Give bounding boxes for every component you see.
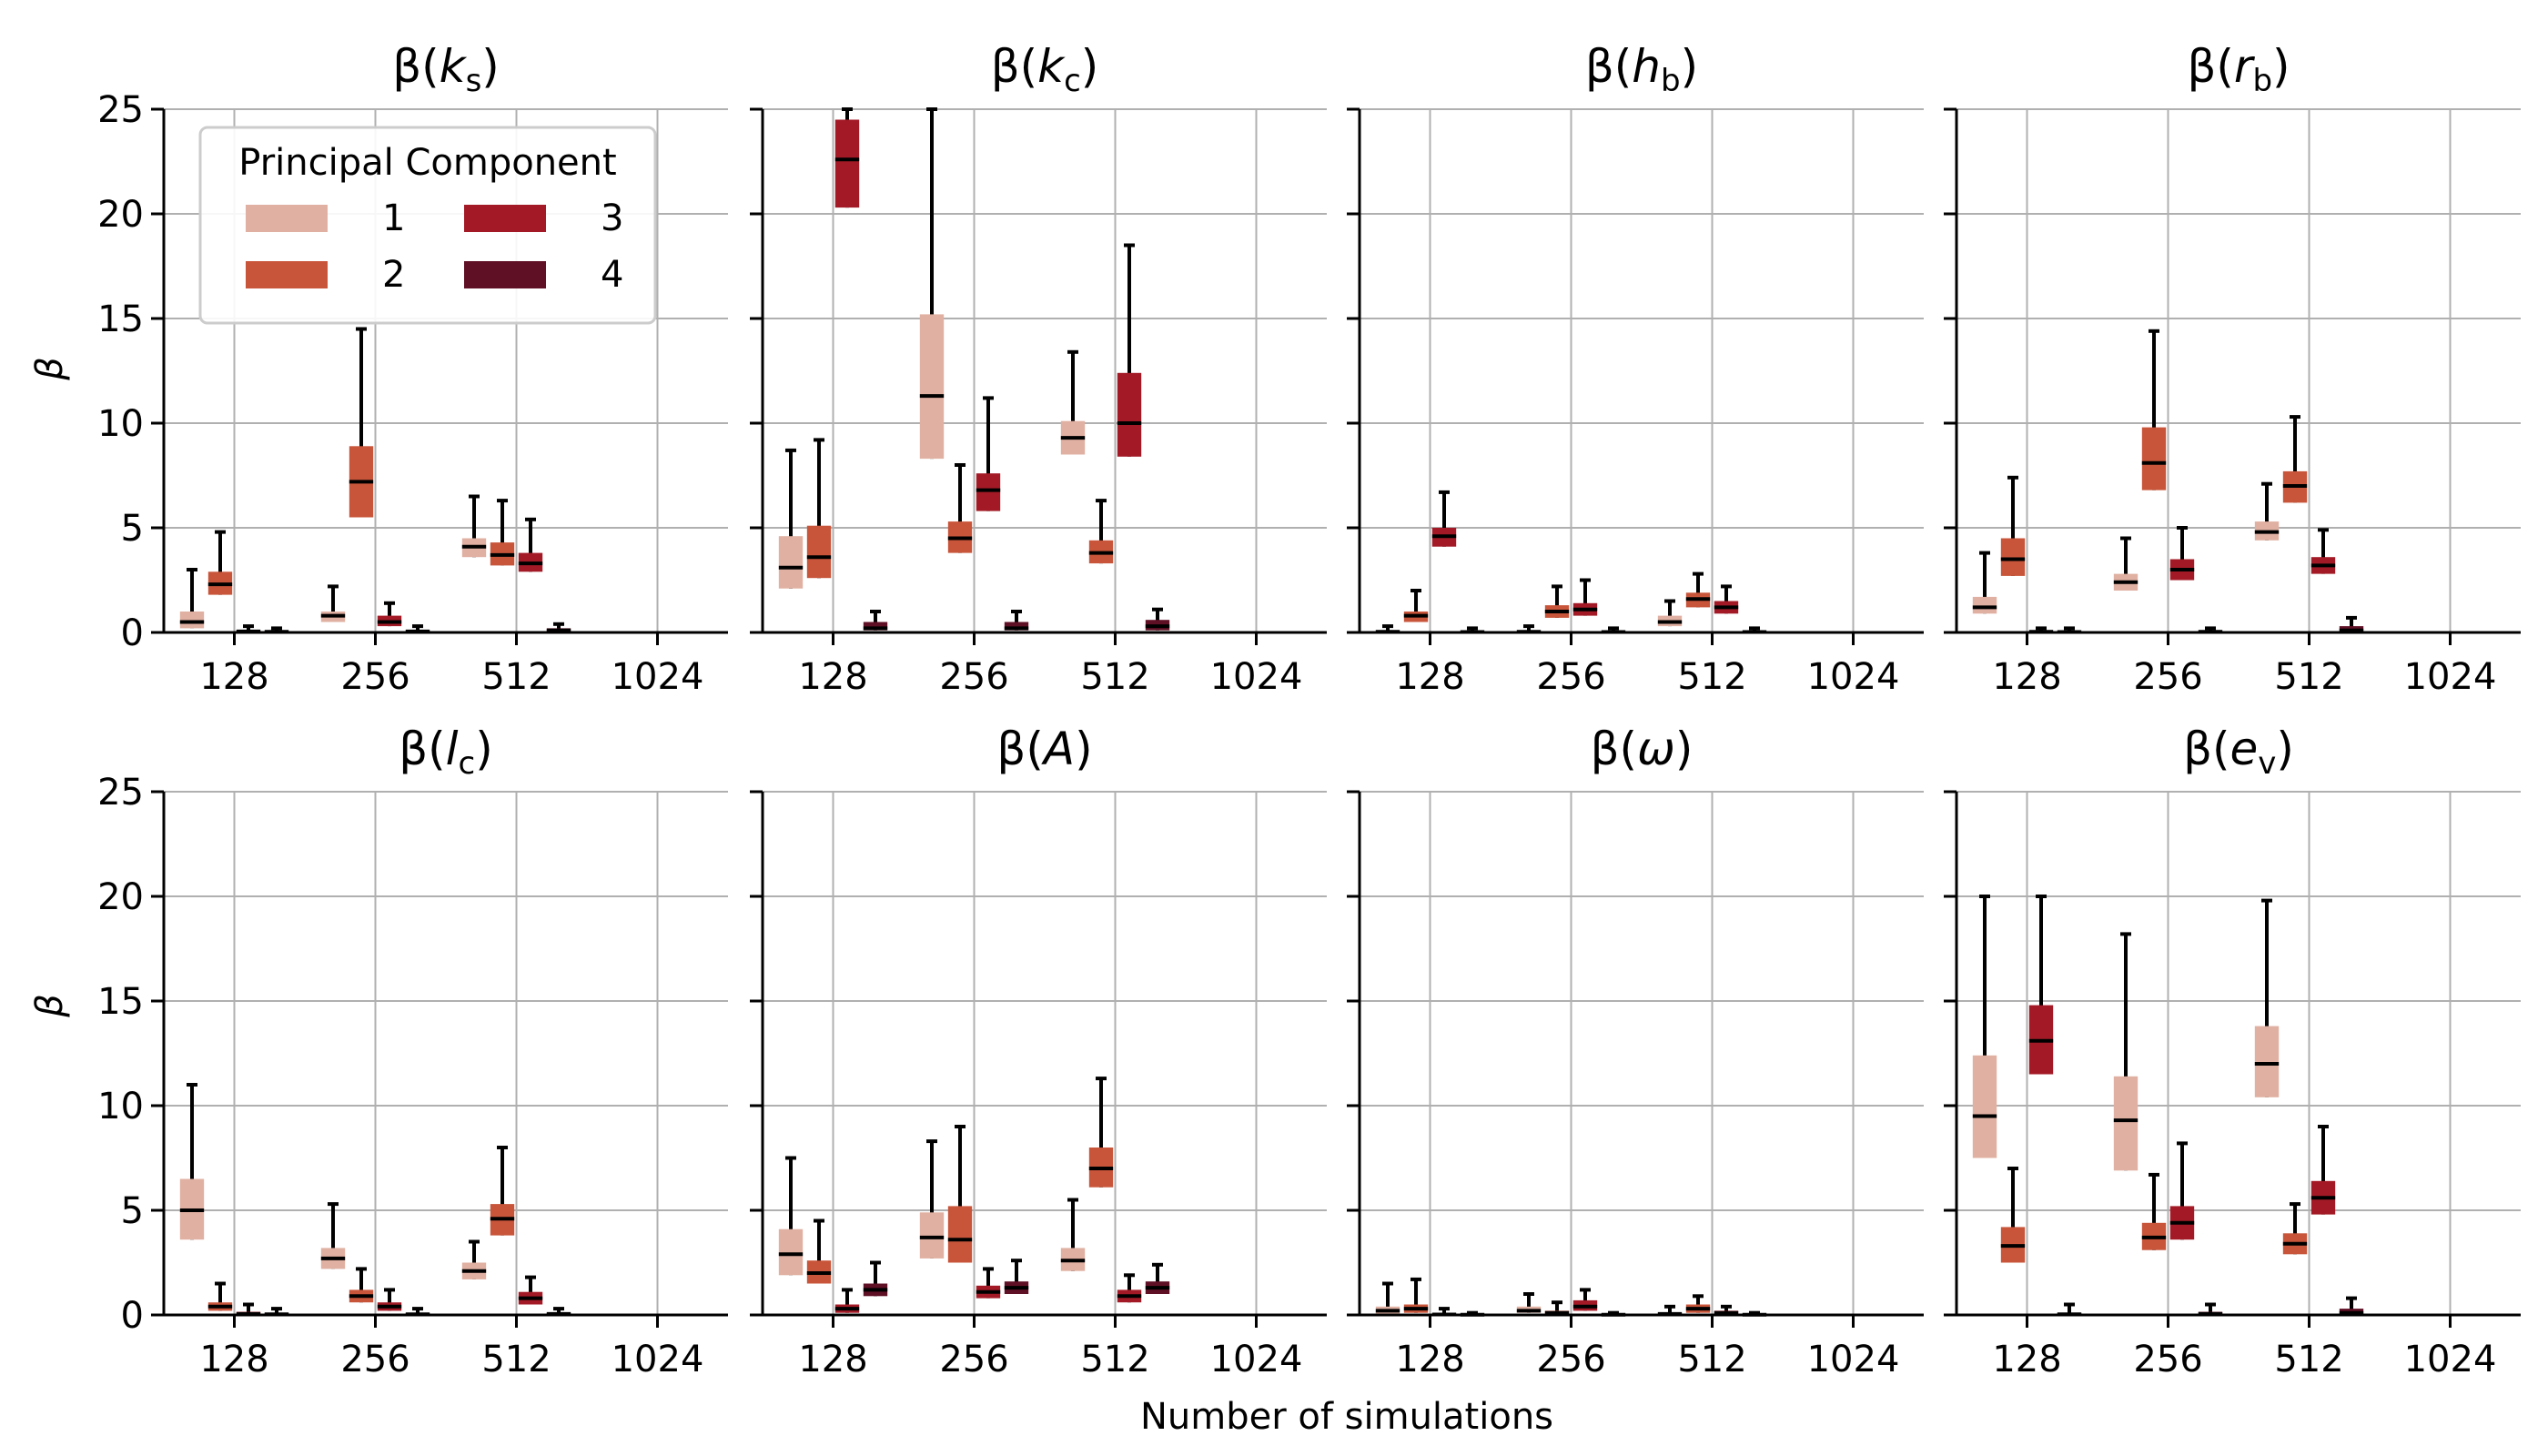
x-tick-label: 512 — [481, 656, 551, 698]
box-pc1 — [1972, 596, 1997, 614]
box-pc1 — [179, 612, 205, 629]
x-tick-label: 512 — [2274, 1339, 2343, 1380]
panel-title: β(lc) — [399, 723, 493, 782]
x-tick-label: 1024 — [2404, 656, 2497, 698]
y-tick-label: 20 — [97, 194, 144, 236]
x-tick-label: 128 — [199, 656, 268, 698]
x-tick-label: 1024 — [1807, 1339, 1900, 1380]
x-tick-label: 512 — [1080, 1339, 1149, 1380]
y-tick-label: 25 — [97, 772, 144, 814]
x-tick-label: 1024 — [612, 1339, 704, 1380]
x-tick-label: 256 — [939, 656, 1008, 698]
panel-3: 128 256 512 1024 β(hb) — [1347, 40, 1924, 698]
x-tick-label: 512 — [481, 1339, 551, 1380]
x-tick-label: 256 — [340, 656, 410, 698]
x-tick-label: 128 — [798, 1339, 867, 1380]
panel-1: 0 5 10 15 20 25 128 256 512 1024 β(ks) — [97, 40, 728, 698]
x-tick-label: 128 — [1395, 656, 1464, 698]
y-tick-label: 5 — [121, 508, 144, 550]
legend-swatch-3 — [464, 205, 546, 232]
panel-title: β(kc) — [991, 40, 1099, 99]
legend-title: Principal Component — [238, 142, 616, 184]
box-pc1 — [2113, 1076, 2138, 1171]
x-tick-label: 128 — [798, 656, 867, 698]
x-tick-label: 256 — [1536, 1339, 1605, 1380]
legend: Principal Component 1 2 3 4 — [198, 126, 657, 325]
x-tick-label: 256 — [1536, 656, 1605, 698]
legend-swatch-1 — [246, 205, 328, 232]
box-pc1 — [919, 314, 945, 460]
box-pc1 — [778, 1228, 804, 1276]
y-tick-label: 15 — [97, 298, 144, 340]
panel-title: β(A) — [996, 723, 1092, 775]
panel-8: 128 256 512 1024 β(ev) — [1944, 723, 2521, 1380]
x-tick-label: 256 — [939, 1339, 1008, 1380]
x-tick-label: 128 — [1992, 1339, 2061, 1380]
x-tick-label: 1024 — [1807, 656, 1900, 698]
y-tick-label: 20 — [97, 876, 144, 918]
legend-swatch-4 — [464, 261, 546, 288]
box-pc2 — [947, 1206, 973, 1263]
box-pc1 — [778, 536, 804, 589]
box-pc3 — [976, 473, 1001, 511]
x-tick-label: 1024 — [1210, 656, 1303, 698]
x-tick-label: 256 — [340, 1339, 410, 1380]
panel-2: 128 256 512 1024 β(kc) — [750, 40, 1327, 698]
y-tick-label: 25 — [97, 89, 144, 131]
legend-label-1: 1 — [382, 197, 405, 239]
y-tick-label: 15 — [97, 981, 144, 1023]
x-tick-label: 128 — [1395, 1339, 1464, 1380]
panel-7: 128 256 512 1024 β(ω) — [1347, 723, 1924, 1380]
x-axis-label: Number of simulations — [1140, 1396, 1553, 1438]
y-tick-label: 10 — [97, 403, 144, 445]
panel-6: 128 256 512 1024 β(A) — [750, 723, 1327, 1380]
box-pc2 — [806, 525, 832, 579]
panel-title: β(rb) — [2187, 40, 2290, 99]
box-pc1 — [2254, 1026, 2280, 1097]
panel-title: β(ω) — [1591, 723, 1694, 775]
y-tick-label: 5 — [121, 1190, 144, 1232]
panel-title: β(ks) — [392, 40, 500, 99]
x-tick-label: 128 — [199, 1339, 268, 1380]
y-axis-label-bottom: β — [29, 994, 71, 1018]
box-pc3 — [834, 119, 860, 208]
box-pc4 — [863, 622, 888, 631]
x-tick-label: 1024 — [2404, 1339, 2497, 1380]
legend-label-3: 3 — [601, 197, 623, 239]
box-pc1 — [919, 1212, 945, 1259]
box-pc1 — [1972, 1055, 1997, 1158]
x-tick-label: 1024 — [1210, 1339, 1303, 1380]
y-tick-label: 0 — [121, 612, 144, 654]
panel-5: 0 5 10 15 20 25 128 256 512 1024 β(lc) — [97, 723, 728, 1380]
x-tick-label: 128 — [1992, 656, 2061, 698]
y-tick-label: 10 — [97, 1086, 144, 1127]
x-tick-label: 256 — [2133, 1339, 2202, 1380]
box-pc2 — [2000, 538, 2026, 576]
x-tick-label: 512 — [2274, 656, 2343, 698]
x-tick-label: 1024 — [612, 656, 704, 698]
legend-label-4: 4 — [601, 254, 623, 296]
box-pc3 — [1117, 372, 1142, 457]
x-tick-label: 512 — [1677, 1339, 1746, 1380]
x-tick-label: 512 — [1677, 656, 1746, 698]
x-tick-label: 512 — [1080, 656, 1149, 698]
legend-swatch-2 — [246, 261, 328, 288]
y-axis-label-top: β — [29, 357, 71, 381]
x-tick-label: 256 — [2133, 656, 2202, 698]
box-pc2 — [2141, 427, 2167, 490]
panel-4: 128 256 512 1024 β(rb) — [1944, 40, 2521, 698]
panel-title: β(ev) — [2183, 723, 2294, 782]
box-pc4 — [1004, 622, 1029, 631]
y-tick-label: 0 — [121, 1295, 144, 1337]
panel-title: β(hb) — [1585, 40, 1698, 99]
legend-label-2: 2 — [382, 254, 405, 296]
